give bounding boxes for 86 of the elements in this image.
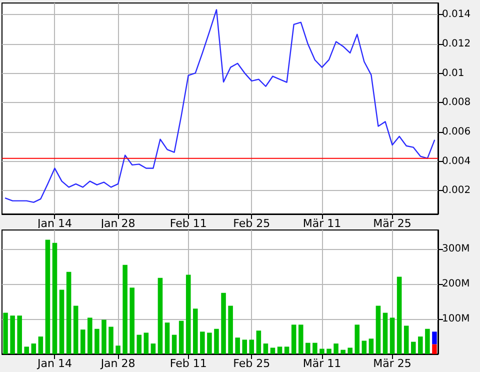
bar (88, 318, 92, 354)
y-tick-label: 200M (442, 278, 470, 290)
y-tick-label: 0.006 (442, 126, 471, 138)
bar (130, 288, 134, 354)
bar (178, 320, 184, 354)
x-tick-label: Mär 11 (302, 217, 342, 230)
bar (326, 348, 332, 354)
bar (306, 342, 310, 354)
bar (277, 346, 282, 354)
bar (376, 306, 381, 354)
x-tick-label: Feb 11 (170, 217, 207, 230)
bar (214, 328, 219, 354)
bar (136, 334, 142, 354)
y-tick-label: 300M (442, 244, 470, 255)
x-tick-label: Jan 28 (100, 357, 136, 370)
bar (242, 340, 248, 354)
x-tick-label: Jan 14 (36, 357, 72, 370)
bar (164, 322, 170, 354)
bar (116, 346, 120, 354)
bar (410, 342, 416, 354)
bar (38, 336, 44, 354)
bar (382, 312, 388, 354)
bar (291, 324, 296, 354)
bar (45, 240, 50, 354)
bar (340, 350, 346, 354)
x-tick-label: Mär 11 (302, 357, 342, 370)
bar (298, 324, 304, 354)
bar (94, 328, 100, 354)
bar (354, 324, 360, 354)
bar (270, 348, 276, 354)
y-tick-label: 0.01 (442, 68, 464, 79)
line-series (4, 9, 436, 203)
bar (249, 340, 254, 354)
y-tick-label: 0.002 (442, 185, 471, 196)
bar (192, 308, 198, 354)
x-tick-label: Feb 11 (170, 357, 207, 370)
bar (172, 334, 177, 354)
bar (396, 276, 402, 354)
x-tick-label: Feb 25 (233, 357, 270, 370)
bar (334, 344, 338, 354)
bar (150, 344, 156, 354)
bar (17, 316, 22, 354)
bar (10, 316, 15, 354)
y-tick-label: 0.008 (442, 97, 471, 108)
bar (348, 348, 352, 354)
bar (425, 328, 430, 354)
bar (144, 332, 149, 354)
y-tick-label: 0.004 (442, 156, 471, 167)
x-tick-label: Feb 25 (233, 217, 270, 230)
bar (235, 338, 240, 354)
bar (390, 318, 395, 354)
bar (52, 242, 58, 354)
bar (122, 264, 128, 354)
bar (418, 336, 423, 354)
bar (102, 320, 106, 354)
bar (73, 306, 78, 354)
y-tick-label: 0.012 (442, 38, 471, 50)
bar (207, 332, 212, 354)
x-tick-label: Mär 25 (373, 357, 412, 370)
bar (362, 340, 367, 354)
x-tick-label: Jan 28 (100, 217, 136, 230)
bar (320, 348, 324, 354)
bar (31, 344, 36, 354)
bar (312, 342, 318, 354)
bar (108, 326, 114, 354)
bar (24, 346, 30, 354)
bar (221, 292, 226, 354)
bar (432, 332, 437, 344)
y-tick-label: 0.014 (442, 9, 471, 20)
bar (80, 330, 86, 354)
bar (158, 278, 163, 354)
bar (3, 312, 8, 354)
x-tick-label: Mär 25 (373, 217, 412, 230)
bar (404, 326, 409, 354)
bar (66, 272, 72, 354)
bar (263, 344, 268, 354)
bar (256, 330, 262, 354)
x-tick-label: Jan 14 (36, 217, 72, 230)
y-tick-label: 100M (442, 314, 470, 325)
bar (368, 338, 374, 354)
bar (432, 344, 437, 354)
bar (284, 346, 290, 354)
bar (200, 332, 205, 354)
bar (228, 306, 233, 354)
bar (186, 274, 191, 354)
bar (59, 290, 64, 354)
